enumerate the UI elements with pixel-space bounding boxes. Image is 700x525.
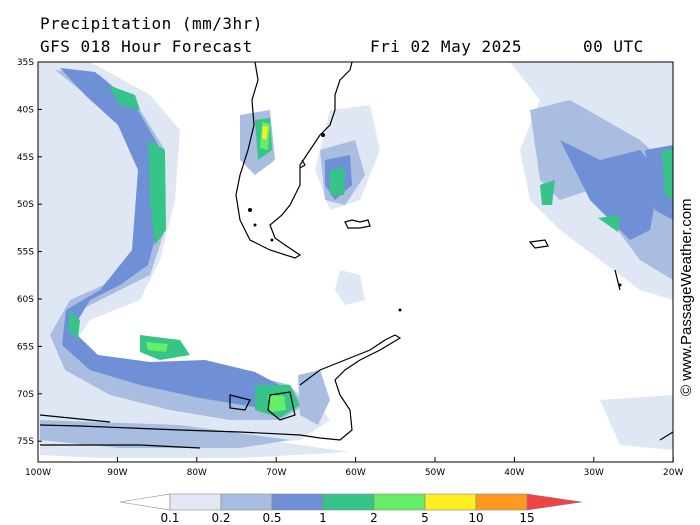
legend-swatch bbox=[271, 493, 324, 511]
legend-label: 10 bbox=[468, 511, 483, 525]
forecast-model: GFS 018 Hour Forecast bbox=[40, 37, 253, 56]
longitude-axis: 100W 90W 80W 70W 60W 50W 40W 30W 20W bbox=[25, 457, 683, 478]
lat-label: 60S bbox=[17, 295, 34, 305]
coastlines bbox=[39, 61, 674, 449]
legend-max-arrow bbox=[526, 493, 583, 511]
forecast-time: 00 UTC bbox=[583, 37, 644, 56]
lon-label: 100W bbox=[25, 468, 51, 478]
lat-label: 35S bbox=[17, 58, 34, 68]
credit-text: © www.PassageWeather.com bbox=[678, 198, 695, 396]
legend-label: 1 bbox=[319, 511, 327, 525]
latitude-axis: 35S 40S 45S 50S 55S 60S 65S 70S 75S bbox=[17, 58, 42, 447]
legend-swatch bbox=[169, 493, 222, 511]
lat-label: 50S bbox=[17, 200, 34, 210]
islands bbox=[248, 133, 622, 312]
lon-label: 20W bbox=[663, 468, 683, 478]
lon-label: 60W bbox=[345, 468, 365, 478]
lat-label: 70S bbox=[17, 390, 34, 400]
legend-swatch bbox=[424, 493, 477, 511]
legend-swatch bbox=[220, 493, 273, 511]
legend-label: 0.1 bbox=[160, 511, 179, 525]
lat-label: 65S bbox=[17, 342, 34, 352]
lon-label: 50W bbox=[425, 468, 445, 478]
legend-swatch bbox=[475, 493, 528, 511]
legend-label: 0.5 bbox=[262, 511, 281, 525]
lon-label: 80W bbox=[187, 468, 207, 478]
legend-label: 0.2 bbox=[211, 511, 230, 525]
lat-label: 45S bbox=[17, 153, 34, 163]
lat-label: 75S bbox=[17, 437, 34, 447]
lon-label: 90W bbox=[107, 468, 127, 478]
watermark-credit: © www.PassageWeather.com bbox=[678, 198, 695, 396]
map-title: Precipitation (mm/3hr) bbox=[40, 14, 263, 33]
lat-label: 40S bbox=[17, 105, 34, 115]
lon-label: 30W bbox=[584, 468, 604, 478]
precip-intense bbox=[262, 126, 268, 140]
legend-swatch bbox=[322, 493, 375, 511]
lon-label: 70W bbox=[266, 468, 286, 478]
forecast-date: Fri 02 May 2025 bbox=[370, 37, 522, 56]
legend-min-arrow bbox=[119, 493, 171, 511]
legend-label: 15 bbox=[519, 511, 534, 525]
legend-label: 5 bbox=[421, 511, 429, 525]
lon-label: 40W bbox=[504, 468, 524, 478]
legend-swatch bbox=[373, 493, 426, 511]
precipitation-legend: 0.1 0.2 0.5 1 2 5 10 15 bbox=[119, 493, 583, 525]
legend-label: 2 bbox=[370, 511, 378, 525]
lat-label: 55S bbox=[17, 248, 34, 258]
